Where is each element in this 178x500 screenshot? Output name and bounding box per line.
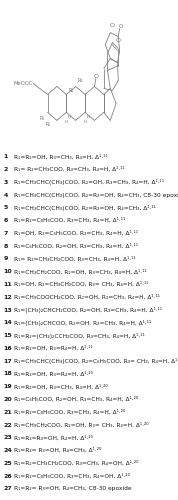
Text: R₁=CH₃CH₂COO, R₂=OH, R₃=CH₃, R₄=H, Δ¹·¹¹: R₁=CH₃CH₂COO, R₂=OH, R₃=CH₃, R₄=H, Δ¹·¹¹: [14, 269, 146, 274]
Text: R₁=R₂=OH, R₃=R₄=H, Δ¹·²⁰: R₁=R₂=OH, R₃=R₄=H, Δ¹·²⁰: [14, 372, 93, 376]
Text: 19: 19: [4, 384, 12, 389]
Text: MeOOC: MeOOC: [14, 81, 33, 86]
Text: 2: 2: [4, 167, 8, 172]
Text: R₁=CH₃COOCH₂COO, R₂=OH, R₃=CH₃, R₄=H, Δ¹·¹¹: R₁=CH₃COOCH₂COO, R₂=OH, R₃=CH₃, R₄=H, Δ¹…: [14, 294, 160, 300]
Text: O: O: [93, 74, 98, 79]
Text: R₁=CH₃CHC(CH₃)COO, R₂=R₃=OH, R₄=CH₃, Δ¹·¹¹: R₁=CH₃CHC(CH₃)COO, R₂=R₃=OH, R₄=CH₃, Δ¹·…: [14, 205, 156, 211]
Text: R₃: R₃: [78, 78, 83, 83]
Text: R₁=R₂=OH, R₃=CH₃, R₄=H, Δ¹·²⁰: R₁=R₂=OH, R₃=CH₃, R₄=H, Δ¹·²⁰: [14, 384, 108, 390]
Text: H: H: [65, 120, 68, 124]
Text: O: O: [119, 24, 123, 29]
Text: R₁=R₂=C₆H₅COO, R₃=CH₃, R₄=H, Δ¹·¹¹: R₁=R₂=C₆H₅COO, R₃=CH₃, R₄=H, Δ¹·¹¹: [14, 218, 125, 223]
Text: R₁=R₂= R₃=OH, R₄=CH₃, C8-30 epoxide: R₁=R₂= R₃=OH, R₄=CH₃, C8-30 epoxide: [14, 486, 131, 492]
Text: 12: 12: [4, 294, 12, 300]
Text: R₁=CH₃CHC(CH₃)COO, R₂=R₃=OH, R₄=CH₃, C8-30 epoxide: R₁=CH₃CHC(CH₃)COO, R₂=R₃=OH, R₄=CH₃, C8-…: [14, 192, 178, 198]
Text: O: O: [116, 38, 121, 43]
Text: R₁=R₂=OH, R₃=CH₃, R₄=H, Δ¹·¹¹: R₁=R₂=OH, R₃=CH₃, R₄=H, Δ¹·¹¹: [14, 154, 107, 160]
Text: 9: 9: [4, 256, 8, 262]
Text: R₁=CH₃CH₂COO, R₂=OH, R₃= CH₃, R₄=H, Δ¹·²⁰: R₁=CH₃CH₂COO, R₂=OH, R₃= CH₃, R₄=H, Δ¹·²…: [14, 422, 148, 428]
Text: R₁=OH, R₂=C₆H₅COO, R₃=CH₃, R₄=H, Δ¹·¹¹: R₁=OH, R₂=C₆H₅COO, R₃=CH₃, R₄=H, Δ¹·¹¹: [14, 230, 138, 236]
Text: 5: 5: [4, 206, 8, 210]
Text: 26: 26: [4, 474, 12, 478]
Text: 1: 1: [4, 154, 8, 159]
Text: H: H: [87, 116, 90, 119]
Text: R₁=C₆H₅COO, R₂=OH, R₃=CH₃, R₄=H, Δ¹·¹¹: R₁=C₆H₅COO, R₂=OH, R₃=CH₃, R₄=H, Δ¹·¹¹: [14, 244, 138, 248]
Text: 13: 13: [4, 308, 12, 312]
Text: R₁=OH, R₂=CH₃CH₂COO, R₃= CH₃, R₄=H, Δ¹·¹¹: R₁=OH, R₂=CH₃CH₂COO, R₃= CH₃, R₄=H, Δ¹·¹…: [14, 282, 148, 287]
Text: H: H: [83, 120, 87, 124]
Text: R₁= R₂=CH₃CH₂COO, R₃=CH₃, R₄=H, Δ¹·¹¹: R₁= R₂=CH₃CH₂COO, R₃=CH₃, R₄=H, Δ¹·¹¹: [14, 256, 135, 262]
Text: R₁= R₂=CH₃COO, R₃=CH₃, R₄=H, Δ¹·¹¹: R₁= R₂=CH₃COO, R₃=CH₃, R₄=H, Δ¹·¹¹: [14, 167, 124, 172]
Text: 8: 8: [4, 244, 8, 248]
Text: 16: 16: [4, 346, 12, 351]
Text: 22: 22: [4, 422, 12, 428]
Text: R₁: R₁: [40, 116, 45, 121]
Text: R₂: R₂: [46, 122, 51, 127]
Text: H: H: [68, 116, 71, 119]
Text: R₁=R₂=C₆H₅COO, R₃=CH₃, R₄=OH, Δ¹·²⁰: R₁=R₂=C₆H₅COO, R₃=CH₃, R₄=OH, Δ¹·²⁰: [14, 474, 130, 479]
Text: 11: 11: [4, 282, 12, 287]
Text: 6: 6: [4, 218, 8, 223]
Text: 21: 21: [4, 410, 12, 415]
Text: 18: 18: [4, 372, 12, 376]
Text: R₁=R₂=R₃=OH, R₄=H, Δ¹·²⁰: R₁=R₂=R₃=OH, R₄=H, Δ¹·²⁰: [14, 435, 93, 440]
Text: 23: 23: [4, 436, 12, 440]
Text: R₁=CH₃CHC(CH₃)COO, R₂=OH, R₃=CH₃, R₄=H, Δ¹·¹¹: R₁=CH₃CHC(CH₃)COO, R₂=OH, R₃=CH₃, R₄=H, …: [14, 179, 164, 185]
Text: R₁=R₂=CH₃CH₂COO, R₃=CH₃, R₄=OH, Δ¹·²⁰: R₁=R₂=CH₃CH₂COO, R₃=CH₃, R₄=OH, Δ¹·²⁰: [14, 461, 138, 466]
Text: 10: 10: [4, 269, 12, 274]
Text: 24: 24: [4, 448, 12, 453]
Text: R₁=R₂=OH, R₃=R₄=H, Δ¹·¹¹: R₁=R₂=OH, R₃=R₄=H, Δ¹·¹¹: [14, 346, 93, 351]
Text: 17: 17: [4, 358, 12, 364]
Text: R₁=(CH₃)₂CHCH₂COO, R₂=OH, R₃=CH₃, R₄=H, Δ¹·¹¹: R₁=(CH₃)₂CHCH₂COO, R₂=OH, R₃=CH₃, R₄=H, …: [14, 307, 162, 313]
Text: 15: 15: [4, 333, 12, 338]
Text: 4: 4: [4, 192, 8, 198]
Text: 14: 14: [4, 320, 12, 326]
Text: R₄: R₄: [69, 88, 74, 93]
Text: R₁=(CH₃)₂CHCOO, R₂=OH, R₃=CH₃, R₄=H, Δ¹·¹¹: R₁=(CH₃)₂CHCOO, R₂=OH, R₃=CH₃, R₄=H, Δ¹·…: [14, 320, 151, 326]
Text: R₁=CH₃CHC(CH₃)COO, R₂=C₆H₅COO, R₃= CH₃, R₄=H, Δ¹·²⁰: R₁=CH₃CHC(CH₃)COO, R₂=C₆H₅COO, R₃= CH₃, …: [14, 358, 178, 364]
Text: 7: 7: [4, 231, 8, 236]
Text: 27: 27: [4, 486, 12, 492]
Text: R₁=R₂=(CH₃)₂CCH₂COO, R₃=CH₃, R₄=H, Δ¹·¹¹: R₁=R₂=(CH₃)₂CCH₂COO, R₃=CH₃, R₄=H, Δ¹·¹¹: [14, 332, 144, 338]
Text: R₁=R₂= R₃=OH, R₄=CH₃, Δ¹·²⁰: R₁=R₂= R₃=OH, R₄=CH₃, Δ¹·²⁰: [14, 448, 101, 453]
Text: O: O: [109, 23, 114, 28]
Text: 25: 25: [4, 461, 12, 466]
Text: 3: 3: [4, 180, 8, 184]
Text: R₁=R₂=C₆H₅COO, R₃=CH₃, R₄=H, Δ¹·²⁰: R₁=R₂=C₆H₅COO, R₃=CH₃, R₄=H, Δ¹·²⁰: [14, 410, 125, 415]
Text: R₁=C₆H₅COO, R₂=OH, R₃=CH₃, R₄=H, Δ¹·²⁰: R₁=C₆H₅COO, R₂=OH, R₃=CH₃, R₄=H, Δ¹·²⁰: [14, 397, 138, 402]
Text: 20: 20: [4, 397, 12, 402]
